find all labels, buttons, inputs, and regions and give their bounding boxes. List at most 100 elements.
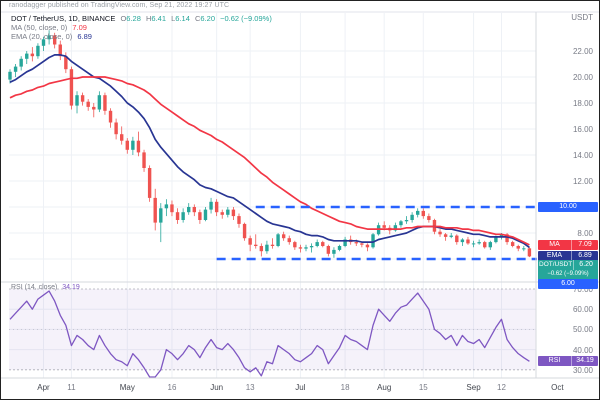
candle-body xyxy=(52,35,57,45)
candle-body xyxy=(131,140,135,150)
candle-body xyxy=(393,225,398,231)
time-axis-label: 15 xyxy=(418,383,428,392)
ema-label: EMA (20, close, 0) xyxy=(11,32,73,41)
ohlc-high-label: H xyxy=(145,14,152,23)
rsi-tick-label: 50.00 xyxy=(572,325,593,335)
candle-body xyxy=(41,39,46,46)
candle-body xyxy=(399,221,403,226)
rsi-tick-label: 30.00 xyxy=(572,365,593,375)
ema-line xyxy=(9,54,530,249)
time-axis-label: 16 xyxy=(167,383,177,392)
ohlc-close-label: C xyxy=(194,14,201,23)
change-value: −0.62 (−9.09%) xyxy=(220,14,272,23)
candle-body xyxy=(365,244,370,248)
price-tick-label: 20.00 xyxy=(572,73,593,82)
candle-body xyxy=(298,247,303,249)
candle-body xyxy=(92,106,96,110)
candle-body xyxy=(226,209,230,215)
candle-body xyxy=(242,223,247,239)
candle-body xyxy=(25,53,29,59)
candle-body xyxy=(80,95,85,102)
price-tick-label: 16.00 xyxy=(572,125,593,134)
time-axis-label: Jul xyxy=(295,383,306,392)
candle-body xyxy=(237,216,241,224)
candle-body xyxy=(136,140,141,153)
candle-body xyxy=(360,243,364,245)
candle-body xyxy=(483,242,487,248)
candle-body xyxy=(438,231,442,235)
time-axis-label: Oct xyxy=(551,383,564,392)
candle-body xyxy=(175,212,180,220)
chart-legend: DOT / TetherUS, 1D, BINANCE O6.28 H6.41 … xyxy=(11,14,272,41)
candle-body xyxy=(203,209,208,220)
rsi-tick-label: 40.00 xyxy=(572,345,593,355)
price-tick-label: 12.00 xyxy=(572,177,593,186)
candle-body xyxy=(421,210,425,217)
candle-body xyxy=(125,140,129,150)
candle-body xyxy=(371,234,375,248)
price-tick-label: 22.00 xyxy=(572,47,593,56)
candle-body xyxy=(142,152,146,168)
level-upper-badge: 10.00 xyxy=(538,202,598,212)
candle-body xyxy=(510,242,515,246)
price-tick-label: 18.00 xyxy=(572,99,593,108)
time-axis-label: Jun xyxy=(210,383,224,392)
ma-line xyxy=(9,76,530,246)
attribution-text: ranodagger published on TradingView.com,… xyxy=(9,2,230,9)
candle-body xyxy=(304,247,308,249)
candle-body xyxy=(315,242,319,246)
level-lower-badge: 6.00 xyxy=(538,279,598,289)
candle-body xyxy=(265,244,269,252)
candle-body xyxy=(416,210,420,215)
symbol-legend-row: DOT / TetherUS, 1D, BINANCE O6.28 H6.41 … xyxy=(11,14,272,23)
candle-body xyxy=(281,234,286,239)
ma-legend-row: MA (50, close, 0) 7.09 xyxy=(11,23,272,32)
candle-body xyxy=(231,209,236,217)
ma-value: 7.09 xyxy=(72,23,87,32)
candle-body xyxy=(527,248,532,257)
rsi-badge: RSI 34.19 xyxy=(538,356,598,366)
ma-label: MA (50, close, 0) xyxy=(11,23,68,32)
time-axis-label: 13 xyxy=(245,383,255,392)
candle-body xyxy=(187,207,191,213)
time-axis-label: Aug xyxy=(377,383,392,392)
price-axis-unit: USDT xyxy=(571,13,593,22)
candle-body xyxy=(471,243,476,245)
candle-body xyxy=(488,242,493,248)
time-axis-label: Apr xyxy=(37,383,50,392)
candle-body xyxy=(343,239,347,246)
candle-body xyxy=(499,234,504,237)
candle-body xyxy=(170,204,174,213)
ema-legend-row: EMA (20, close, 0) 6.89 xyxy=(11,32,272,41)
candle-body xyxy=(287,238,291,243)
price-tick-label: 14.00 xyxy=(572,151,593,160)
candle-body xyxy=(321,242,325,246)
candle-body xyxy=(404,220,409,222)
candle-body xyxy=(259,246,264,252)
candle-body xyxy=(114,122,118,135)
candle-body xyxy=(120,134,124,141)
ema-value: 6.89 xyxy=(77,32,92,41)
candle-body xyxy=(164,204,169,209)
time-axis-label: 11 xyxy=(67,383,76,392)
candle-body xyxy=(159,208,163,223)
candle-body xyxy=(181,212,185,220)
ema-badge: EMA 6.89 xyxy=(538,251,598,261)
rsi-label: RSI (14, close) xyxy=(11,284,58,291)
candle-body xyxy=(505,234,509,243)
ohlc-open-label: O xyxy=(120,14,127,23)
candle-body xyxy=(248,238,252,245)
ohlc-high-value: 6.41 xyxy=(151,14,167,23)
candle-body xyxy=(30,53,35,57)
time-axis-label: Sep xyxy=(466,383,481,392)
ohlc-low-value: 6.14 xyxy=(175,14,190,23)
candle-body xyxy=(64,56,68,70)
candle-body xyxy=(103,95,107,111)
candle-body xyxy=(270,244,275,246)
ohlc-open-value: 6.28 xyxy=(126,14,141,23)
candle-body xyxy=(198,212,202,220)
candle-body xyxy=(494,236,498,243)
candle-body xyxy=(19,58,23,67)
